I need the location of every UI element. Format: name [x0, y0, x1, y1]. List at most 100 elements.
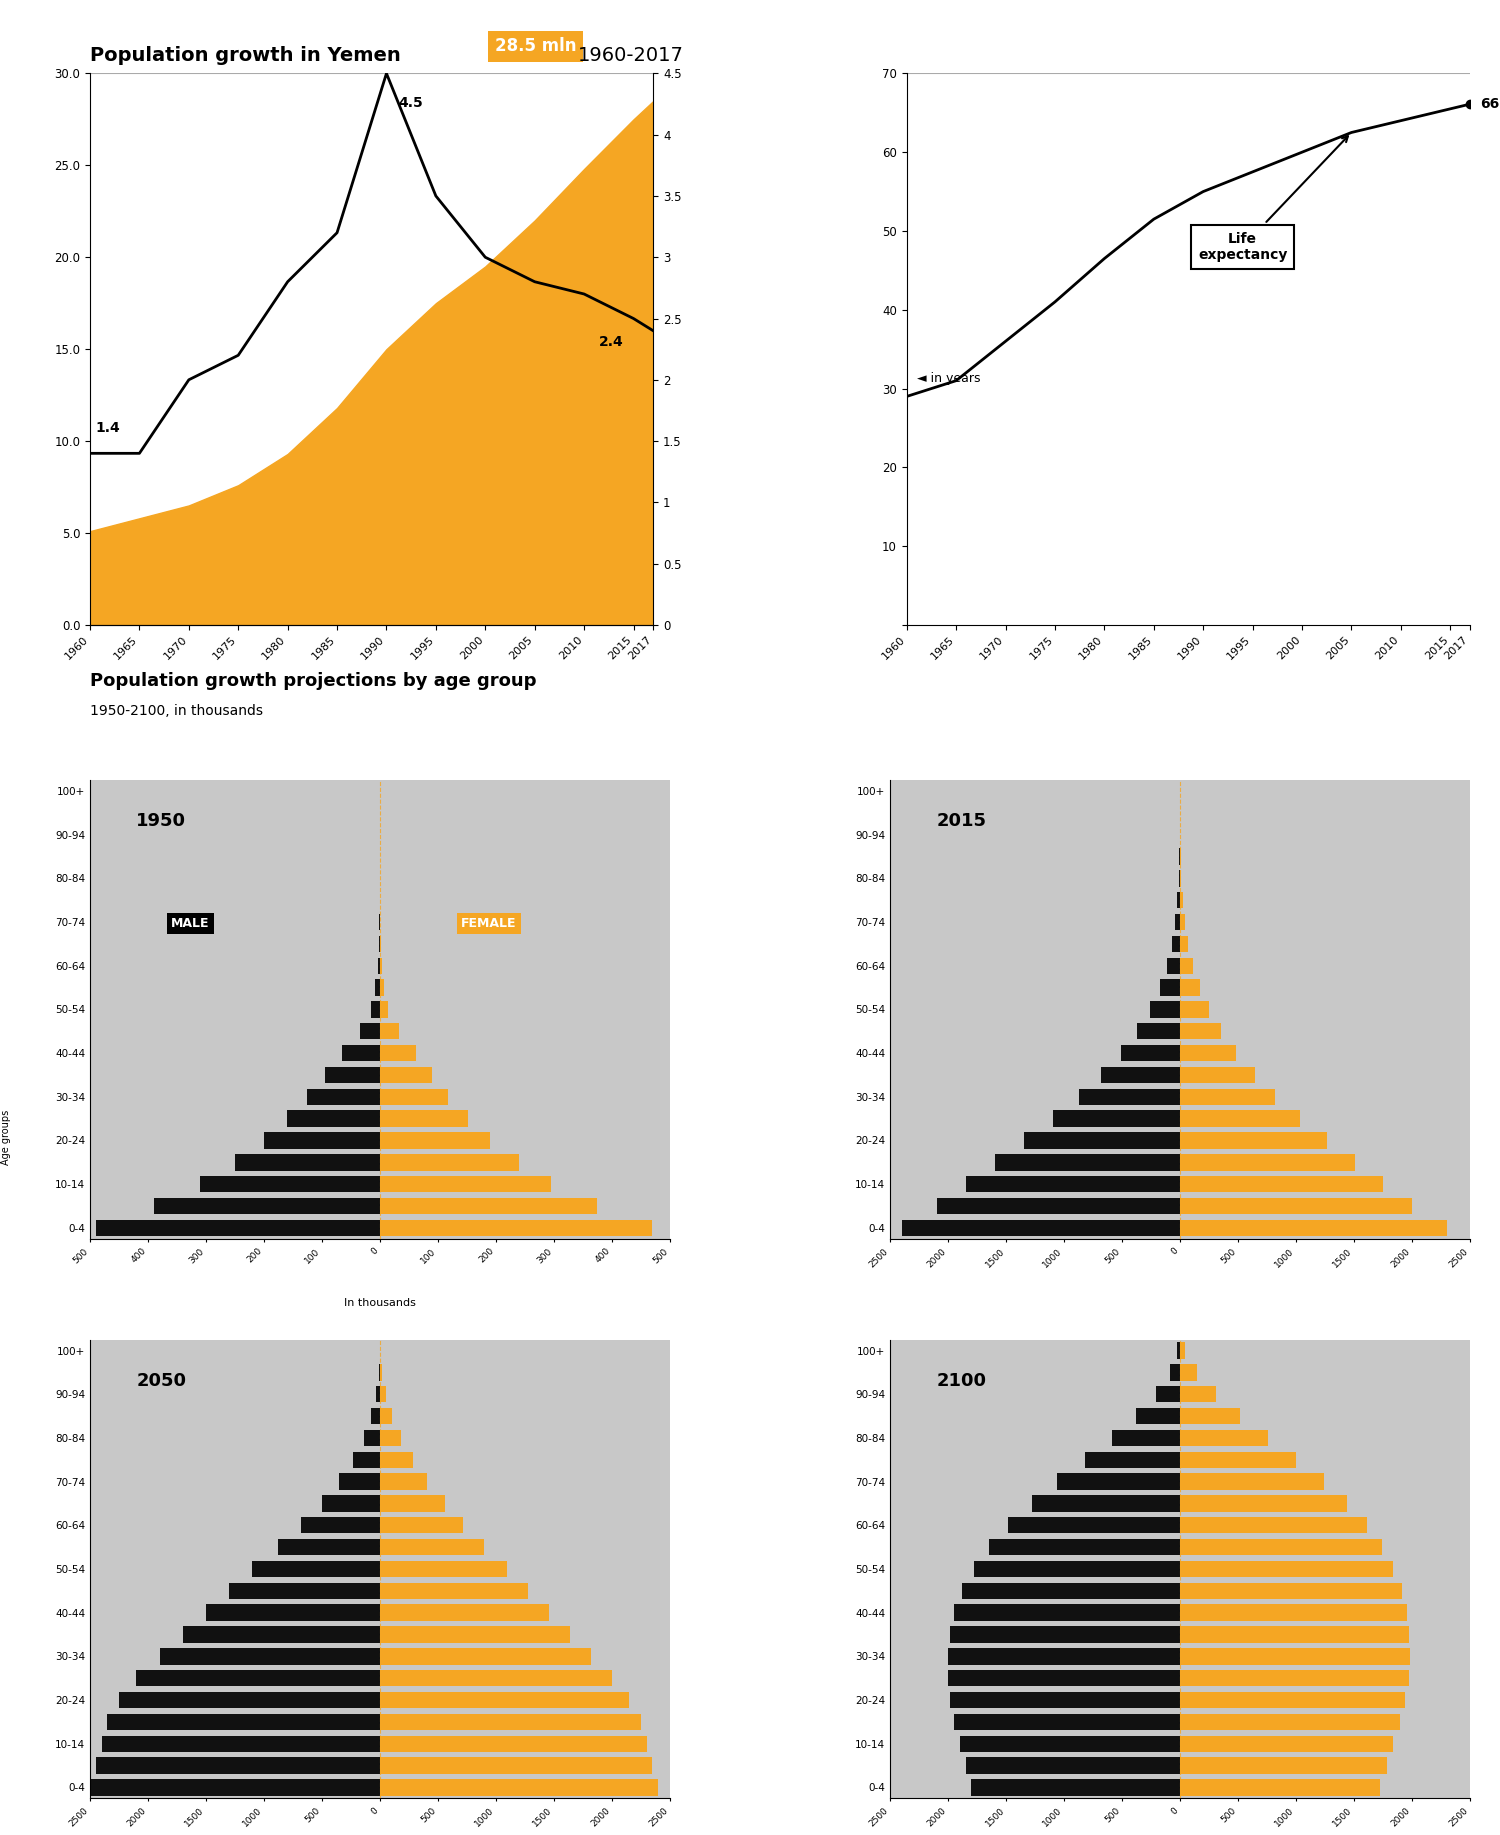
Text: Population growth projections by age group: Population growth projections by age gro…	[90, 672, 537, 690]
Bar	[1180, 1176, 1383, 1193]
Bar	[1180, 1604, 1407, 1620]
Bar	[380, 1582, 528, 1598]
Bar	[1101, 1066, 1180, 1083]
Bar	[948, 1670, 1180, 1686]
Bar	[200, 1176, 380, 1193]
Bar	[966, 1758, 1180, 1774]
Bar	[1180, 1562, 1394, 1576]
Bar	[159, 1648, 380, 1664]
Bar	[954, 1714, 1180, 1730]
Bar	[960, 1736, 1180, 1752]
Bar	[994, 1154, 1180, 1171]
Bar	[1180, 936, 1188, 952]
Text: 2100: 2100	[936, 1373, 987, 1389]
Bar	[1180, 958, 1192, 974]
Bar	[278, 1540, 380, 1556]
Bar	[90, 1780, 380, 1796]
Text: In thousands: In thousands	[344, 1299, 416, 1308]
Bar	[1180, 914, 1185, 930]
Bar	[1180, 1670, 1408, 1686]
Bar	[972, 1780, 1180, 1796]
Text: 66.1: 66.1	[1480, 97, 1500, 112]
Bar	[1180, 1343, 1185, 1358]
Bar	[1180, 1363, 1197, 1380]
Bar	[1178, 1343, 1180, 1358]
Bar	[1120, 1044, 1180, 1061]
Bar	[1180, 980, 1200, 996]
Bar	[1084, 1451, 1180, 1468]
Bar	[1180, 1132, 1328, 1149]
Text: 1950: 1950	[136, 813, 186, 829]
Bar	[378, 958, 380, 974]
Bar	[1180, 1474, 1324, 1490]
Bar	[363, 1429, 380, 1446]
Bar	[206, 1604, 380, 1620]
Bar	[1032, 1496, 1181, 1512]
Bar	[352, 1451, 380, 1468]
Bar	[1180, 1692, 1406, 1708]
Bar	[380, 1474, 427, 1490]
Bar	[326, 1066, 380, 1083]
Bar	[966, 1176, 1180, 1193]
Bar	[380, 958, 382, 974]
Text: 2050: 2050	[136, 1373, 186, 1389]
Bar	[380, 1066, 432, 1083]
Bar	[1180, 1154, 1354, 1171]
Text: 28.5 mln: 28.5 mln	[495, 37, 576, 55]
Bar	[1172, 936, 1180, 952]
Bar	[286, 1110, 380, 1127]
Bar	[230, 1582, 380, 1598]
Bar	[1180, 1626, 1408, 1642]
Bar	[380, 1088, 448, 1105]
Bar	[1136, 1407, 1180, 1424]
Bar	[380, 1626, 570, 1642]
Bar	[136, 1670, 380, 1686]
Text: Age groups: Age groups	[2, 1110, 10, 1165]
Bar	[1180, 1429, 1268, 1446]
Bar	[308, 1088, 380, 1105]
Bar	[380, 1451, 412, 1468]
Bar	[118, 1692, 380, 1708]
Bar	[1180, 1044, 1236, 1061]
Bar	[1160, 980, 1180, 996]
Text: 1960-2017: 1960-2017	[578, 46, 684, 64]
Bar	[264, 1132, 380, 1149]
Bar	[1180, 1220, 1448, 1237]
Text: Population growth in Yemen: Population growth in Yemen	[90, 46, 400, 64]
Bar	[380, 1714, 640, 1730]
Bar	[380, 980, 384, 996]
Bar	[954, 1604, 1180, 1620]
Bar	[962, 1582, 1180, 1598]
Bar	[183, 1626, 380, 1642]
Bar	[1058, 1474, 1180, 1490]
Text: 4.5: 4.5	[399, 95, 423, 110]
Bar	[1180, 1024, 1221, 1039]
Bar	[236, 1154, 380, 1171]
Bar	[380, 1154, 519, 1171]
Bar	[1180, 1496, 1347, 1512]
Bar	[380, 1540, 484, 1556]
Bar	[380, 1758, 652, 1774]
Bar	[1180, 1198, 1412, 1215]
Bar	[380, 1736, 646, 1752]
Bar	[1137, 1024, 1180, 1039]
Bar	[380, 1002, 388, 1018]
Bar	[1008, 1518, 1180, 1534]
Bar	[1180, 1758, 1386, 1774]
Bar	[380, 1363, 382, 1380]
Bar	[380, 1024, 399, 1039]
Bar	[360, 1024, 380, 1039]
Text: 1950-2100, in thousands: 1950-2100, in thousands	[90, 705, 262, 717]
Bar	[380, 1604, 549, 1620]
Bar	[948, 1648, 1180, 1664]
Text: 2.4: 2.4	[598, 336, 624, 349]
Bar	[1180, 892, 1182, 908]
Bar	[951, 1626, 1180, 1642]
Bar	[1180, 1385, 1216, 1402]
Bar	[1180, 1518, 1366, 1534]
Text: 2015: 2015	[936, 813, 987, 829]
Bar	[1176, 914, 1180, 930]
Bar	[988, 1540, 1180, 1556]
Bar	[1155, 1385, 1180, 1402]
Bar	[375, 980, 380, 996]
